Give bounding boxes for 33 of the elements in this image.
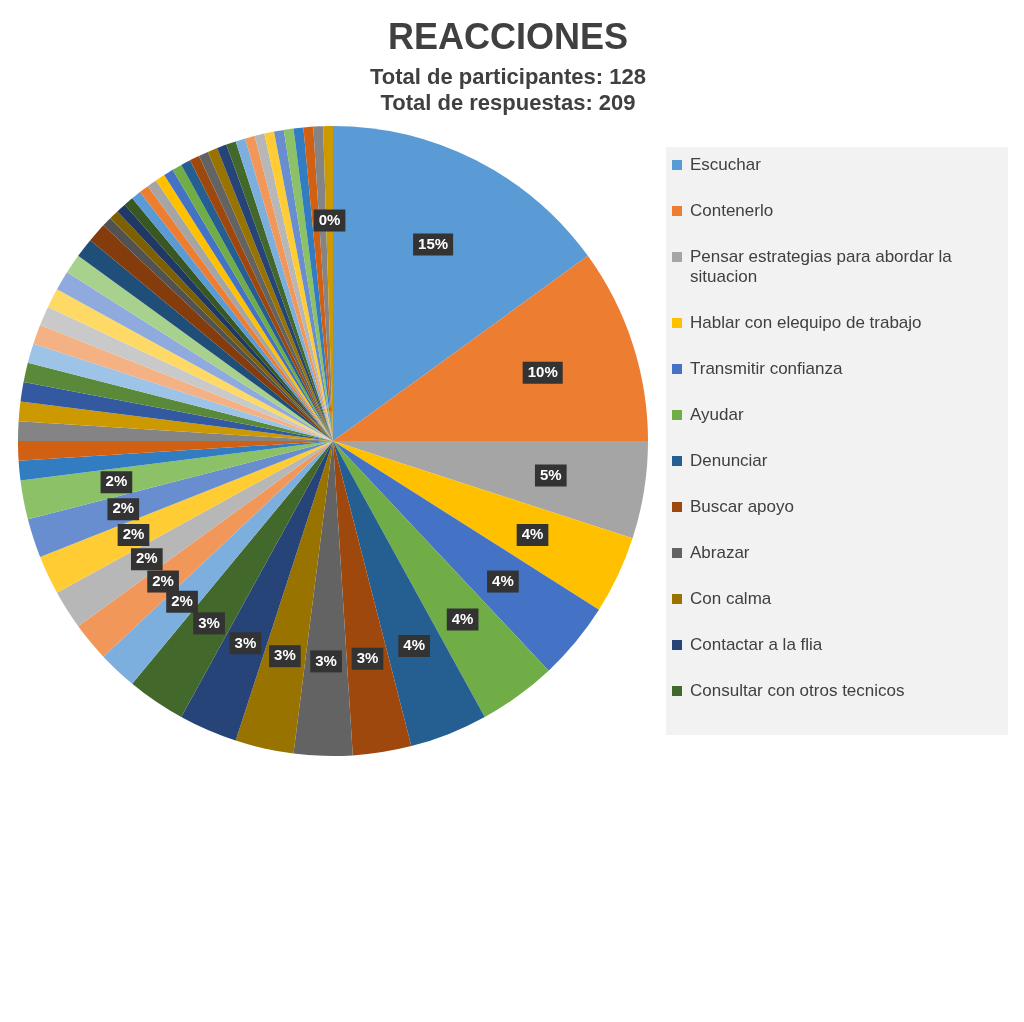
data-label: 4%: [451, 609, 474, 627]
data-label: 2%: [122, 525, 145, 543]
data-label: 4%: [403, 636, 426, 654]
data-label: 2%: [112, 499, 135, 517]
data-label: 2%: [105, 472, 128, 490]
legend-label: Contactar a la flia: [690, 635, 823, 655]
data-label: 2%: [171, 591, 193, 609]
data-label: 4%: [492, 571, 514, 589]
legend-label: Transmitir confianza: [690, 359, 843, 379]
data-label: 10%: [527, 363, 558, 380]
chart-subtitle: Total de participantes: 128 Total de respuestas: 209: [369, 64, 647, 116]
legend-label: Escuchar: [690, 155, 761, 175]
legend-label: Ayudar: [690, 405, 744, 425]
legend-label: Consultar con otros tecnicos: [690, 681, 905, 701]
data-label: 15%: [418, 234, 449, 252]
legend-label: Contenerlo: [690, 201, 774, 221]
data-label: 4%: [521, 525, 544, 543]
data-label: 3%: [315, 651, 337, 669]
data-label: 3%: [234, 633, 257, 651]
legend-label: Denunciar: [690, 451, 768, 471]
data-label: 5%: [539, 465, 562, 483]
data-label: 2%: [135, 549, 158, 567]
legend-label: Hablar con elequipo de trabajo: [690, 313, 922, 333]
data-label: 0%: [318, 210, 341, 228]
data-label: 3%: [274, 646, 296, 664]
legend-label: Buscar apoyo: [690, 497, 794, 517]
data-label: 3%: [356, 648, 379, 666]
data-label: 2%: [152, 571, 174, 589]
data-label: 3%: [198, 613, 220, 631]
legend-label: Abrazar: [690, 543, 750, 563]
legend-label: Con calma: [690, 589, 772, 609]
chart-title: REACCIONES: [387, 16, 629, 58]
legend-label: Pensar estrategias para abordar la situacion: [690, 247, 953, 287]
